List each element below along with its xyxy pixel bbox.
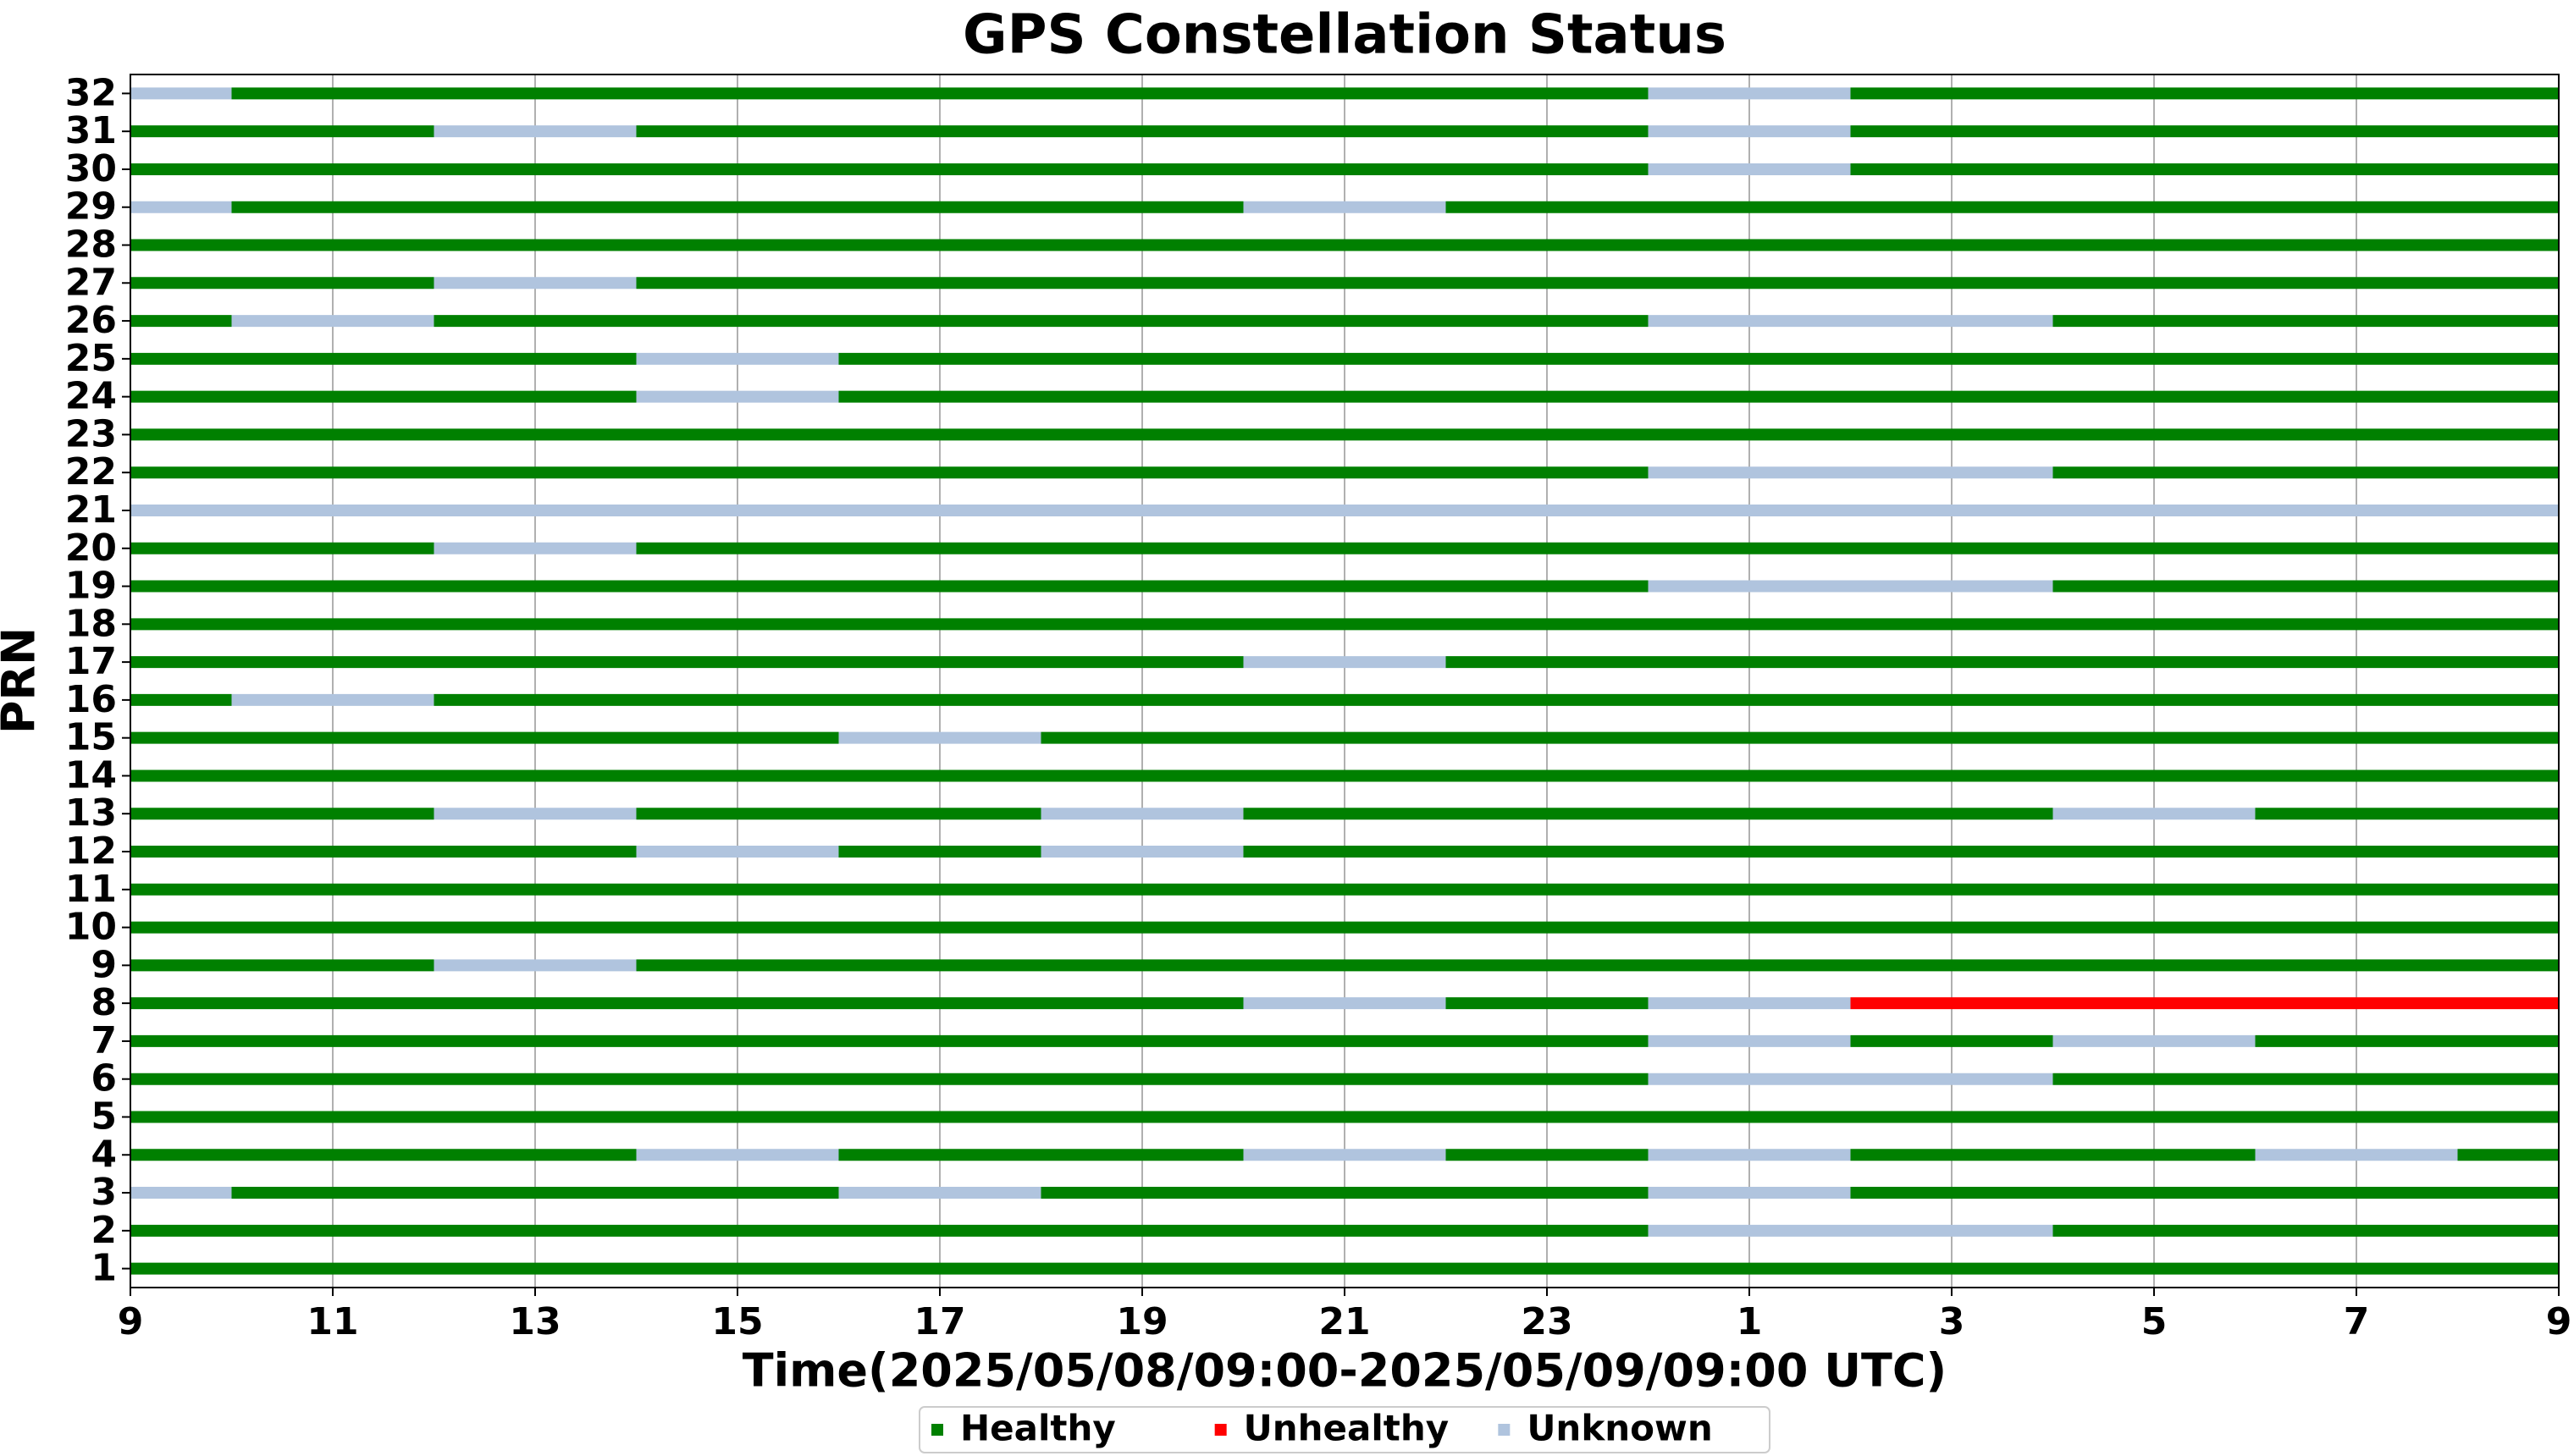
legend-marker <box>931 1424 943 1436</box>
plot-frame <box>130 74 2560 1288</box>
y-tick-label: 8 <box>91 981 117 1024</box>
x-tick-label: 3 <box>1939 1300 1965 1343</box>
y-tick-label: 32 <box>65 71 117 114</box>
legend-label: Unhealthy <box>1244 1408 1449 1449</box>
y-tick-label: 22 <box>65 450 117 494</box>
x-tick-label: 21 <box>1318 1300 1370 1343</box>
y-tick-label: 26 <box>65 299 117 342</box>
y-tick-label: 19 <box>65 565 117 608</box>
y-tick-label: 21 <box>65 488 117 532</box>
y-tick-label: 3 <box>91 1171 117 1214</box>
y-tick-label: 31 <box>65 109 117 152</box>
y-tick-label: 28 <box>65 223 117 267</box>
x-tick-label: 5 <box>2141 1300 2168 1343</box>
y-tick-label: 23 <box>65 412 117 455</box>
y-tick-label: 30 <box>65 147 117 190</box>
x-tick-label: 7 <box>2344 1300 2370 1343</box>
x-tick-label: 13 <box>509 1300 561 1343</box>
legend-frame <box>919 1406 1770 1453</box>
legend-marker <box>1498 1424 1511 1436</box>
x-axis-label: Time(2025/05/08/09:00-2025/05/09/09:00 U… <box>743 1344 1947 1398</box>
y-axis-label: PRN <box>0 627 46 734</box>
legend: Healthy Unhealthy Unknown <box>919 1406 1770 1453</box>
y-tick-label: 12 <box>65 830 117 873</box>
y-tick-label: 16 <box>65 678 117 721</box>
legend-marker <box>1214 1424 1227 1436</box>
y-tick-label: 15 <box>65 716 117 759</box>
x-tick-label: 9 <box>2546 1300 2572 1343</box>
x-tick-label: 23 <box>1521 1300 1572 1343</box>
legend-label: Healthy <box>960 1408 1116 1449</box>
y-tick-label: 5 <box>91 1095 117 1138</box>
y-tick-label: 24 <box>65 375 117 418</box>
x-tick-label: 19 <box>1116 1300 1168 1343</box>
chart-title: GPS Constellation Status <box>963 4 1726 67</box>
y-tick-label: 6 <box>91 1057 117 1100</box>
y-tick-label: 17 <box>65 640 117 683</box>
x-tick-label: 15 <box>711 1300 763 1343</box>
y-tick-label: 11 <box>65 868 117 911</box>
y-tick-label: 18 <box>65 602 117 645</box>
y-tick-label: 14 <box>65 753 117 797</box>
y-tick-label: 9 <box>91 943 117 986</box>
y-tick-label: 1 <box>91 1247 117 1290</box>
y-tick-label: 4 <box>91 1133 117 1176</box>
x-tick-label: 9 <box>118 1300 144 1343</box>
y-tick-label: 2 <box>91 1209 117 1252</box>
y-tick-label: 7 <box>91 1019 117 1062</box>
x-tick-label: 1 <box>1737 1300 1763 1343</box>
y-tick-label: 10 <box>65 906 117 949</box>
y-tick-label: 29 <box>65 185 117 229</box>
y-tick-label: 13 <box>65 791 117 835</box>
y-tick-label: 27 <box>65 261 117 304</box>
x-tick-label: 17 <box>914 1300 965 1343</box>
x-tick-label: 11 <box>307 1300 358 1343</box>
legend-label: Unknown <box>1527 1408 1712 1449</box>
y-tick-label: 20 <box>65 527 117 570</box>
y-tick-label: 25 <box>65 337 117 380</box>
